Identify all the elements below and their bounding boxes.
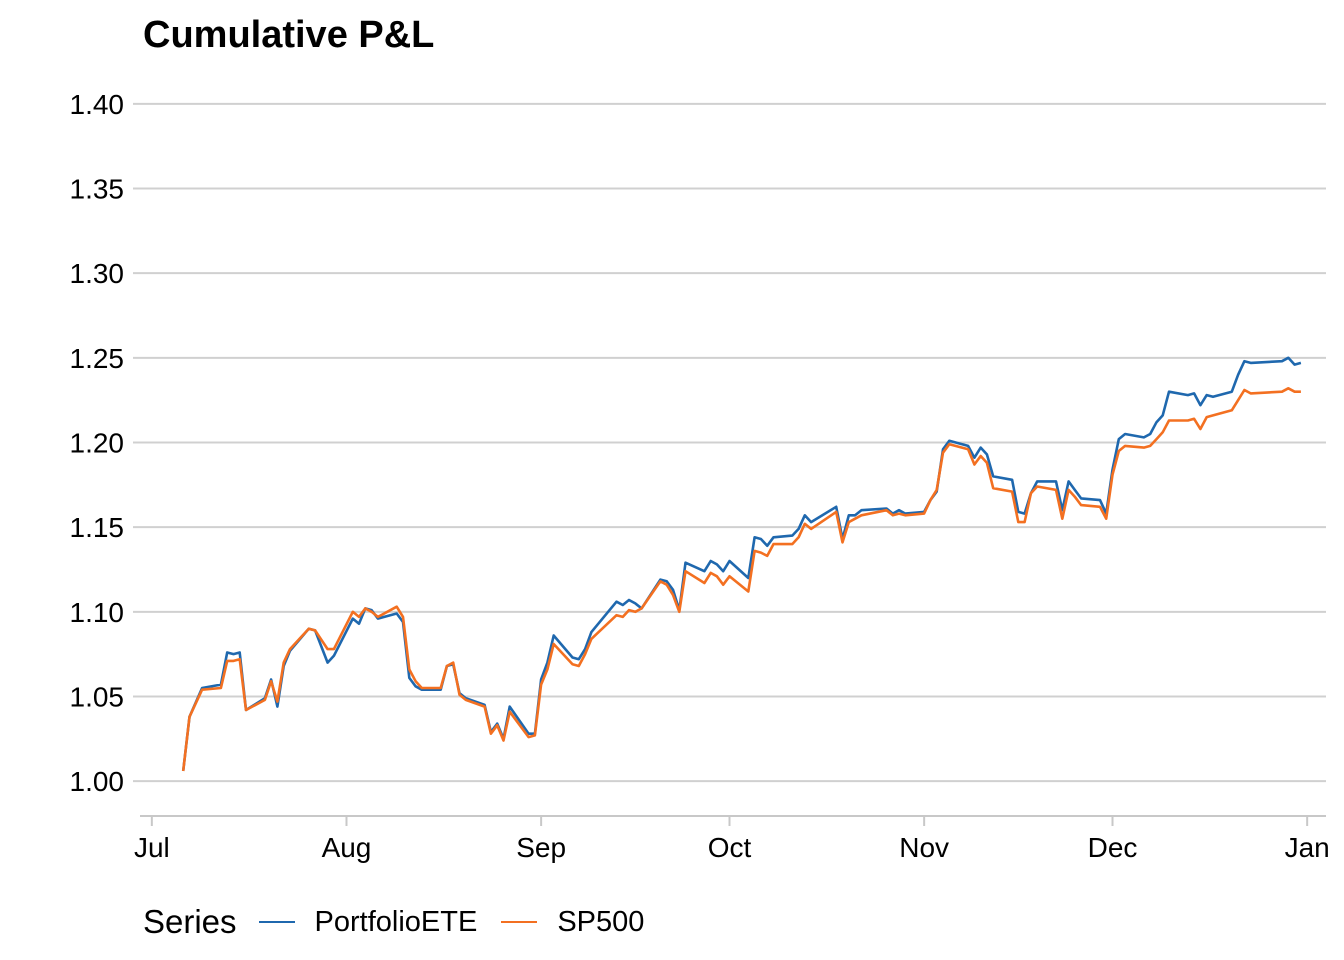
gridlines	[133, 102, 1326, 783]
series-line-portfolioete	[181, 356, 1302, 772]
x-tick-label: Jul	[134, 832, 170, 863]
series-lines	[181, 356, 1302, 772]
y-tick-label: 1.15	[70, 512, 125, 543]
x-tick-label: Oct	[708, 832, 752, 863]
legend-key-portfolioete	[258, 921, 295, 923]
y-tick-label: 1.20	[70, 428, 125, 459]
legend-label-sp500: SP500	[557, 905, 645, 938]
line-chart: 1.00 1.05 1.10 1.15 1.20 1.25 1.30 1.35 1.40 Jul…	[70, 89, 1330, 863]
x-tick-label: Jan	[1285, 832, 1330, 863]
y-axis: 1.00 1.05 1.10 1.15 1.20 1.25 1.30 1.35 1.40	[70, 89, 125, 797]
legend: Series PortfolioETE SP500	[143, 900, 668, 944]
legend-label-portfolioete: PortfolioETE	[314, 905, 478, 938]
y-tick-label: 1.30	[70, 258, 125, 289]
y-tick-label: 1.10	[70, 597, 125, 628]
x-tick-label: Nov	[899, 832, 949, 863]
x-tick-label: Dec	[1088, 832, 1138, 863]
y-tick-label: 1.35	[70, 174, 125, 205]
y-tick-label: 1.25	[70, 343, 125, 374]
legend-title: Series	[143, 903, 237, 940]
x-tick-label: Aug	[322, 832, 372, 863]
legend-key-sp500	[501, 921, 538, 923]
x-axis: Jul Aug Sep Oct Nov Dec Jan	[134, 815, 1330, 863]
y-tick-label: 1.00	[70, 766, 125, 797]
series-line-sp500	[181, 387, 1301, 772]
x-tick-label: Sep	[516, 832, 566, 863]
chart-title: Cumulative P&L	[143, 14, 435, 56]
y-tick-label: 1.05	[70, 681, 125, 712]
y-tick-label: 1.40	[70, 89, 125, 120]
